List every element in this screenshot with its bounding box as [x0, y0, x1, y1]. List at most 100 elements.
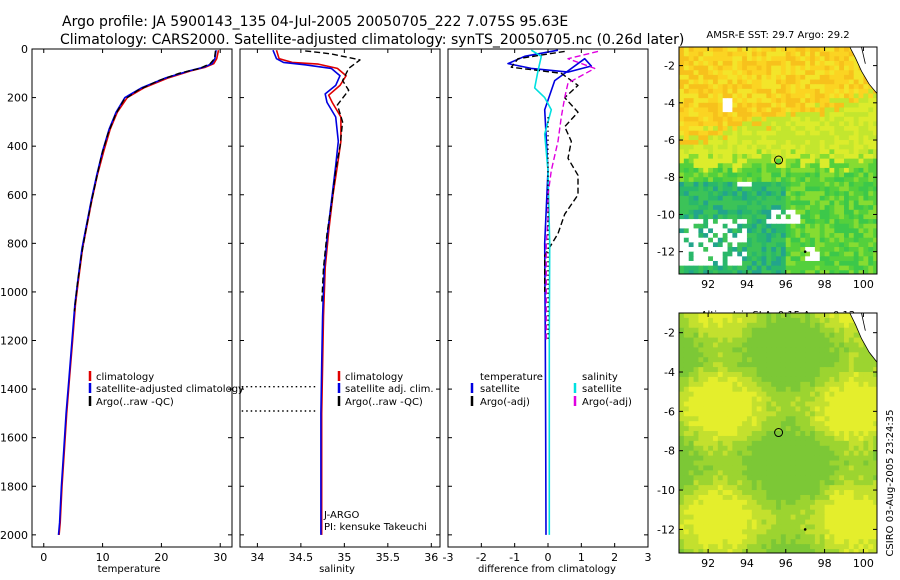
map-cell	[688, 228, 695, 234]
map-cell	[829, 519, 835, 526]
map-cell	[732, 322, 738, 329]
map-cell	[679, 544, 685, 550]
map-cell	[780, 130, 787, 136]
map-cell	[853, 539, 860, 545]
map-cell	[746, 88, 753, 95]
map-cell	[829, 177, 835, 183]
map-cell	[708, 79, 714, 85]
map-cell	[717, 411, 724, 417]
map-cell	[829, 372, 835, 378]
map-cell	[780, 65, 787, 71]
map-cell	[790, 112, 797, 118]
map-cell	[756, 200, 763, 206]
map-cell	[790, 93, 797, 99]
map-cell	[698, 74, 704, 81]
map-cell	[693, 153, 700, 160]
map-cell	[746, 362, 753, 368]
map-cell	[756, 317, 763, 324]
map-cell	[819, 60, 826, 67]
map-cell	[829, 416, 835, 422]
map-cell	[810, 362, 816, 368]
map-cell	[824, 426, 831, 432]
map-cell	[819, 406, 826, 412]
map-cell	[834, 214, 840, 220]
map-cell	[795, 524, 801, 530]
map-cell	[732, 480, 738, 486]
map-cell	[679, 116, 685, 123]
map-cell	[751, 237, 758, 243]
map-cell	[805, 112, 811, 118]
map-cell	[761, 163, 767, 169]
map-cell	[683, 352, 690, 358]
map-cell	[776, 381, 782, 388]
map-cell	[819, 396, 826, 403]
map-cell	[679, 93, 685, 99]
map-cell	[819, 88, 826, 95]
map-cell	[814, 431, 821, 437]
map-cell	[717, 327, 724, 334]
map-cell	[712, 116, 719, 123]
map-cell	[727, 172, 733, 178]
map-cell	[800, 149, 806, 155]
map-cell	[766, 60, 772, 67]
map-cell	[742, 337, 748, 344]
map-cell	[771, 470, 777, 476]
map-cell	[727, 313, 733, 319]
map-cell	[771, 514, 777, 521]
map-cell	[844, 195, 850, 202]
map-cell	[853, 362, 860, 368]
map-cell	[746, 121, 753, 127]
map-cell	[868, 140, 874, 146]
map-cell	[848, 421, 855, 427]
map-cell	[722, 534, 729, 540]
map-cell	[810, 181, 816, 188]
map-cell	[717, 470, 724, 476]
map-cell	[873, 406, 877, 412]
map-cell	[785, 181, 792, 188]
map-cell	[712, 214, 719, 220]
map-cell	[805, 177, 811, 183]
map-cell	[717, 431, 724, 437]
map-cell	[790, 130, 797, 136]
map-cell	[679, 372, 685, 378]
map-cell	[717, 322, 724, 329]
map-cell	[785, 219, 792, 225]
map-cell	[679, 426, 685, 432]
map-cell	[790, 237, 797, 243]
map-cell	[771, 153, 777, 160]
map-cell	[756, 362, 763, 368]
map-cell	[834, 455, 840, 462]
map-cell	[703, 490, 709, 496]
map-cell	[688, 135, 695, 141]
map-cell	[679, 470, 685, 476]
map-cell	[737, 386, 743, 393]
map-cell	[717, 426, 724, 432]
map-cell	[683, 421, 690, 427]
map-cell	[824, 406, 831, 412]
map-cell	[790, 431, 797, 437]
map-cell	[805, 79, 811, 85]
map-cell	[805, 74, 811, 81]
map-cell	[810, 322, 816, 329]
map-cell	[751, 411, 758, 417]
map-cell	[844, 494, 850, 501]
map-cell	[858, 524, 865, 530]
map-cell	[824, 490, 831, 496]
map-cell	[761, 499, 767, 506]
map-cell	[873, 135, 877, 141]
map-cell	[703, 102, 709, 109]
map-cell	[829, 362, 835, 368]
map-cell	[800, 209, 806, 216]
map-cell	[679, 233, 685, 239]
map-cell	[703, 509, 709, 516]
map-cell	[819, 337, 826, 344]
map-cell	[795, 74, 801, 81]
map-cell	[717, 342, 724, 349]
map-cell	[693, 149, 700, 155]
map-cell	[771, 529, 777, 535]
map-cell	[771, 237, 777, 243]
map-cell	[761, 406, 767, 412]
map-cell	[863, 347, 869, 353]
map-cell	[780, 327, 787, 334]
map-cell	[712, 191, 719, 197]
